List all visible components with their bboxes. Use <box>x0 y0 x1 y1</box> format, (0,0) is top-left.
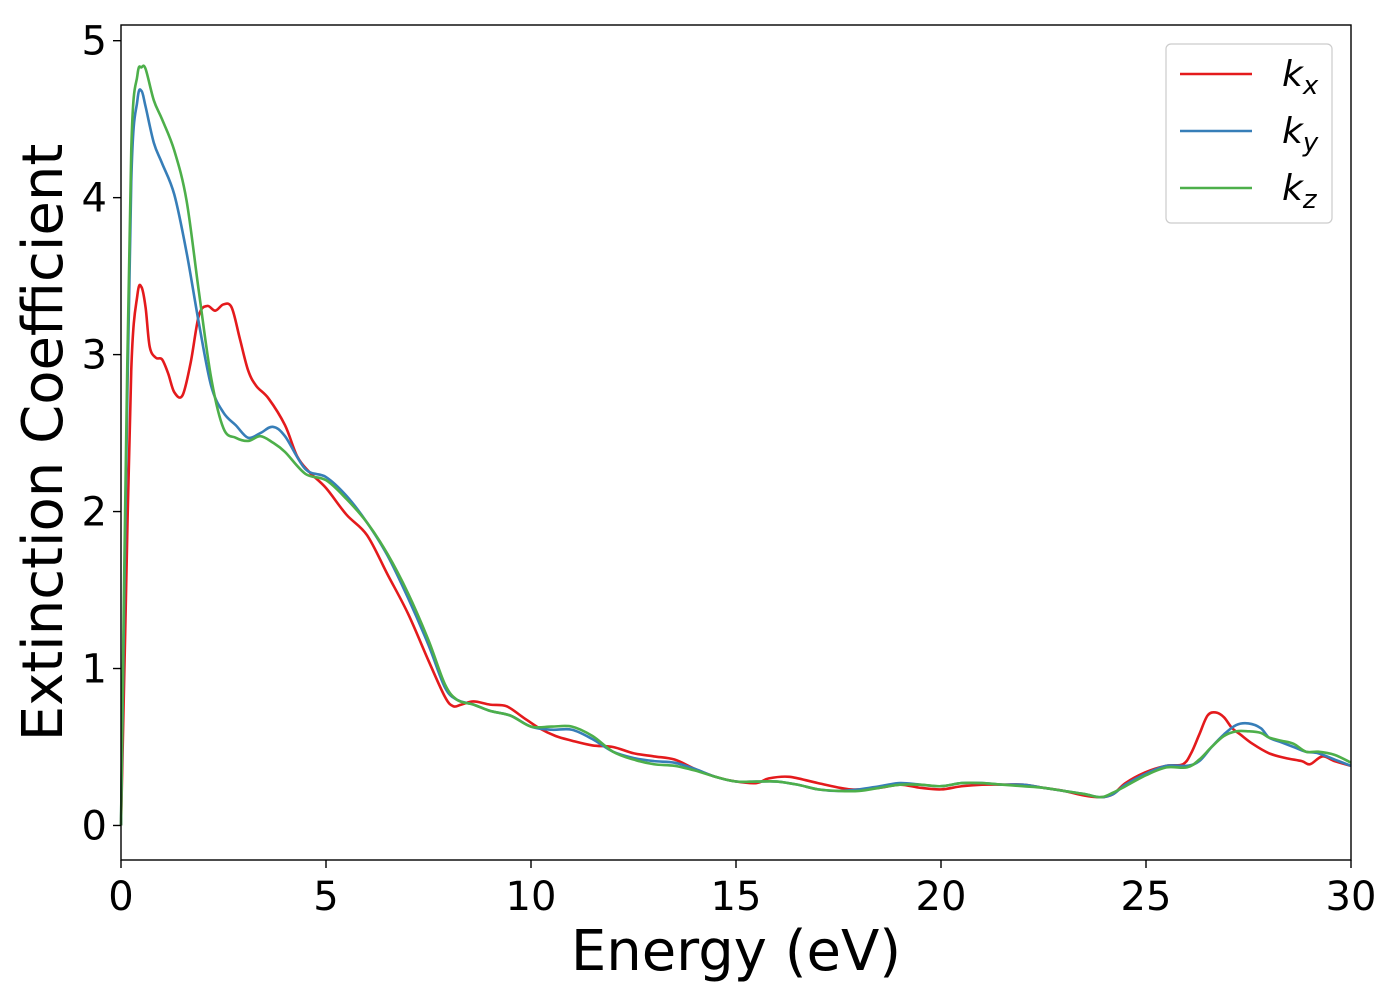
legend-label-k-x: kx <box>1282 54 1319 101</box>
x-tick-label: 20 <box>916 874 967 920</box>
series-line-k-z <box>119 64 1352 826</box>
y-axis-label: Extinction Coefficient <box>11 144 76 742</box>
series-line-k-y <box>119 88 1352 826</box>
x-tick-label: 0 <box>108 874 133 920</box>
legend-label-subscript: z <box>1302 185 1318 215</box>
legend-label-main: k <box>1282 54 1305 95</box>
legend-label-k-z: kz <box>1282 168 1318 215</box>
legend-label-k-y: ky <box>1282 111 1319 158</box>
y-tick-label: 4 <box>82 176 107 222</box>
y-tick-label: 0 <box>82 803 107 849</box>
x-tick-label: 30 <box>1326 874 1377 920</box>
y-tick-label: 1 <box>82 647 107 693</box>
y-tick-label: 3 <box>82 333 107 379</box>
series-layer <box>119 64 1352 826</box>
legend-box <box>1165 43 1333 224</box>
legend-label-main: k <box>1282 168 1305 209</box>
x-tick-label: 5 <box>313 874 338 920</box>
y-tick-label: 2 <box>82 490 107 536</box>
x-tick-label: 25 <box>1121 874 1172 920</box>
x-tick-label: 15 <box>711 874 762 920</box>
x-tick-label: 10 <box>506 874 557 920</box>
legend-label-subscript: x <box>1302 71 1319 101</box>
y-tick-label: 5 <box>82 19 107 65</box>
x-axis-label: Energy (eV) <box>571 919 901 984</box>
legend-label-main: k <box>1282 111 1305 152</box>
x-axis-ticks: 0 5 10 15 20 25 30 <box>108 860 1376 920</box>
legend-label-subscript: y <box>1302 128 1319 158</box>
y-axis-ticks: 0 1 2 3 4 5 <box>82 19 121 849</box>
